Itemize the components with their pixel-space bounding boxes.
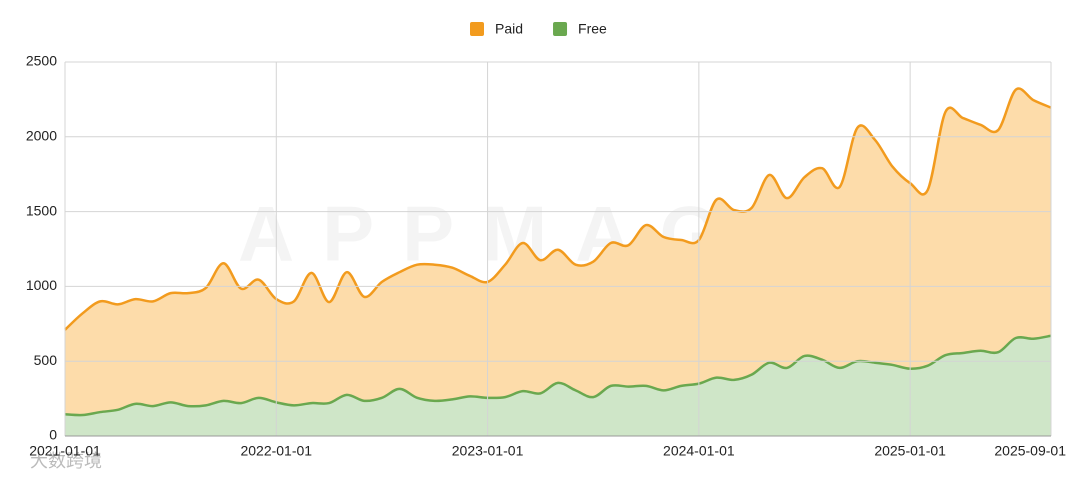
y-tick-label: 500 (34, 352, 58, 368)
legend-label: Free (578, 21, 607, 37)
x-tick-label: 2025-09-01 (994, 443, 1066, 459)
legend-swatch (470, 22, 484, 36)
x-tick-label: 2021-01-01 (29, 443, 101, 459)
area-line (64, 87, 1052, 331)
x-tick-label: 2024-01-01 (663, 443, 735, 459)
area-fill (65, 88, 1051, 436)
y-tick-label: 1500 (26, 202, 57, 218)
y-tick-label: 1000 (26, 277, 57, 293)
legend-label: Paid (495, 21, 523, 37)
y-tick-label: 0 (49, 427, 57, 443)
areas (64, 87, 1052, 436)
y-tick-label: 2500 (26, 53, 57, 69)
x-tick-label: 2022-01-01 (240, 443, 312, 459)
x-tick-label: 2023-01-01 (452, 443, 524, 459)
source-watermark: 大数跨境 (30, 451, 102, 471)
area-line (64, 334, 1052, 417)
legend-swatch (553, 22, 568, 36)
y-tick-label: 2000 (26, 128, 57, 144)
x-tick-label: 2025-01-01 (874, 443, 946, 459)
